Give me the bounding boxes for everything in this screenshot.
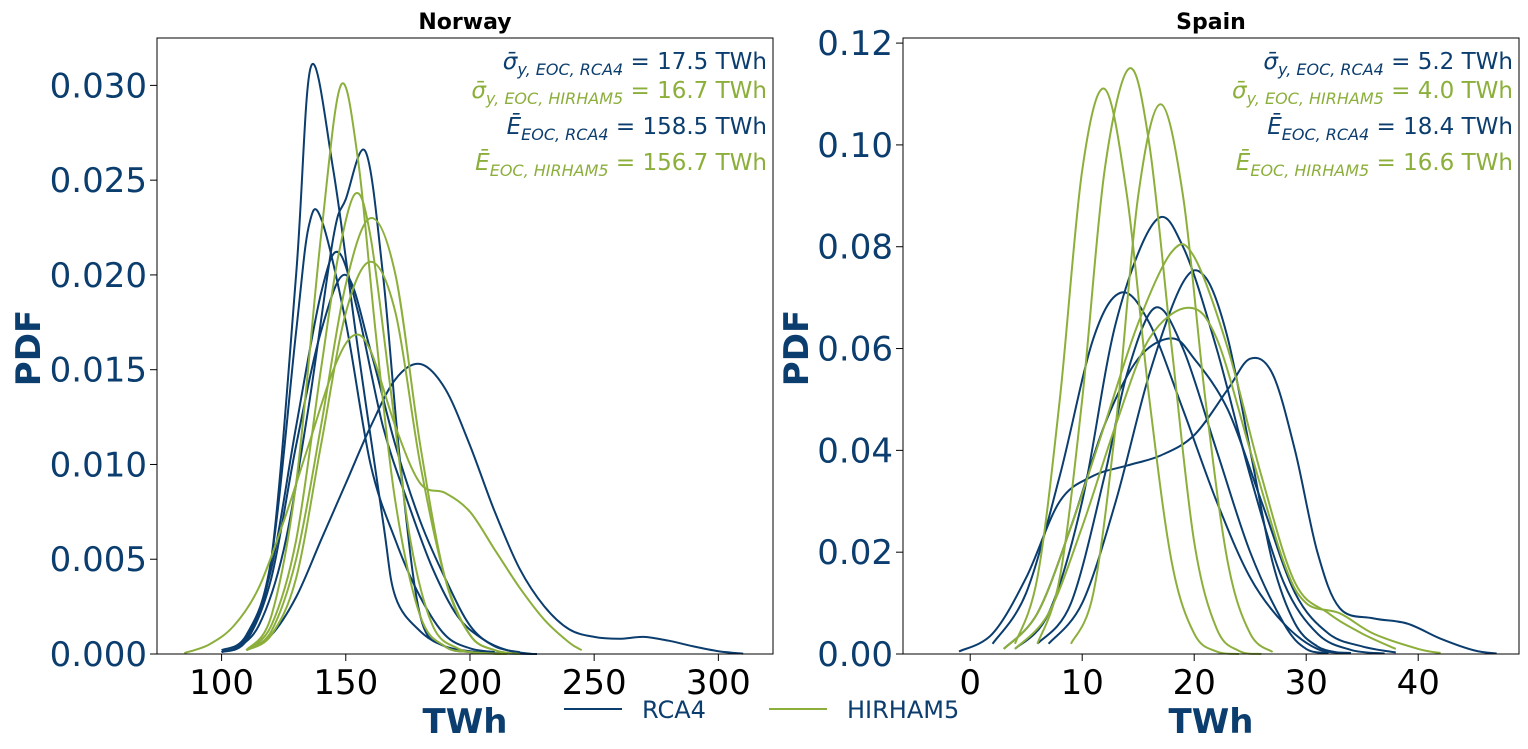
pdf-curve-rca4-5	[245, 362, 744, 655]
stat-annotation: σ̄y, EOC, RCA4 = 17.5 TWh	[503, 49, 767, 79]
x-ticks-spain: 0 10 20 30 40	[959, 654, 1440, 703]
x-axis-title-norway: TWh	[423, 702, 508, 742]
panel-norway: Norway 100 150 200 250 300 0.0000.0050.0100.…	[9, 10, 774, 742]
pdf-curve-hirham5-9	[1070, 103, 1274, 653]
stat-annotation: σ̄y, EOC, HIRHAM5 = 16.7 TWh	[471, 78, 767, 108]
stat-annotation: ĒEOC, HIRHAM5 = 156.7 TWh	[475, 149, 767, 180]
pdf-curve-hirham5-7	[245, 82, 508, 655]
y-tick-label: 0.04	[817, 431, 893, 471]
pdf-curve-hirham5-8	[245, 192, 508, 655]
panel-title-spain: Spain	[1176, 10, 1246, 35]
pdf-curve-rca4-5	[958, 356, 1497, 655]
legend-label-rca4: RCA4	[642, 696, 706, 724]
pdf-curve-rca4-4	[1047, 269, 1341, 654]
y-tick-label: 0.015	[50, 351, 147, 391]
stat-annotation: ĒEOC, RCA4 = 158.5 TWh	[507, 113, 767, 144]
x-tick-label: 10	[1061, 663, 1104, 703]
y-tick-label: 0.025	[50, 161, 147, 201]
pdf-curve-hirham5-10	[245, 260, 520, 655]
axes-frame-spain	[902, 37, 1520, 655]
x-tick-label: 20	[1173, 663, 1216, 703]
stat-annotation: σ̄y, EOC, HIRHAM5 = 4.0 TWh	[1232, 78, 1513, 108]
x-tick-label: 300	[686, 663, 751, 703]
x-tick-label: 250	[562, 663, 627, 703]
curves-spain	[958, 67, 1497, 655]
legend-label-hirham5: HIRHAM5	[847, 696, 959, 724]
y-tick-label: 0.010	[50, 445, 147, 485]
x-tick-label: 200	[438, 663, 503, 703]
panel-spain: Spain 0 10 20 30 40 0.00 0.02 0.04 0.06 0.08 0.10…	[777, 10, 1520, 742]
pdf-curve-rca4-3	[1036, 306, 1329, 654]
stat-annotation: ĒEOC, RCA4 = 18.4 TWh	[1267, 113, 1513, 144]
pdf-curve-hirham5-11	[183, 333, 583, 655]
y-tick-label: 0.000	[50, 635, 147, 675]
y-tick-label: 0.00	[817, 635, 893, 675]
pdf-curve-rca4-2	[233, 148, 508, 655]
panel-title-norway: Norway	[418, 10, 511, 35]
y-tick-label: 0.005	[50, 540, 147, 580]
legend: RCA4 HIRHAM5	[564, 696, 959, 724]
axes-frame-norway	[156, 37, 774, 655]
pdf-curve-hirham5-8	[1036, 67, 1262, 655]
x-tick-label: 100	[189, 663, 254, 703]
y-tick-label: 0.020	[50, 256, 147, 296]
y-ticks-spain: 0.00 0.02 0.04 0.06 0.08 0.10 0.12	[817, 24, 903, 675]
pdf-curve-rca4-6	[221, 273, 520, 654]
y-tick-label: 0.10	[817, 126, 893, 166]
y-axis-title-norway: PDF	[9, 310, 49, 386]
pdf-curve-hirham5-11	[1014, 306, 1441, 654]
y-tick-label: 0.12	[817, 24, 893, 64]
stat-annotation: σ̄y, EOC, RCA4 = 5.2 TWh	[1263, 49, 1513, 79]
y-tick-label: 0.08	[817, 228, 893, 268]
x-tick-label: 30	[1285, 663, 1328, 703]
pdf-curve-hirham5-7	[1014, 87, 1240, 655]
y-tick-label: 0.02	[817, 533, 893, 573]
curves-norway	[183, 62, 744, 655]
y-tick-label: 0.030	[50, 66, 147, 106]
y-axis-title-spain: PDF	[777, 310, 817, 386]
y-tick-label: 0.06	[817, 330, 893, 370]
x-tick-label: 150	[313, 663, 378, 703]
x-ticks-norway: 100 150 200 250 300	[189, 654, 751, 703]
pdf-curve-rca4-4	[221, 250, 533, 655]
x-axis-title-spain: TWh	[1169, 702, 1254, 742]
pdf-curve-hirham5-10	[1003, 243, 1397, 650]
x-tick-label: 0	[959, 663, 981, 703]
x-tick-label: 40	[1397, 663, 1440, 703]
y-ticks-norway: 0.000 0.005 0.010 0.015 0.020 0.025 0.030	[50, 66, 157, 675]
stat-annotation: ĒEOC, HIRHAM5 = 16.6 TWh	[1236, 149, 1513, 180]
